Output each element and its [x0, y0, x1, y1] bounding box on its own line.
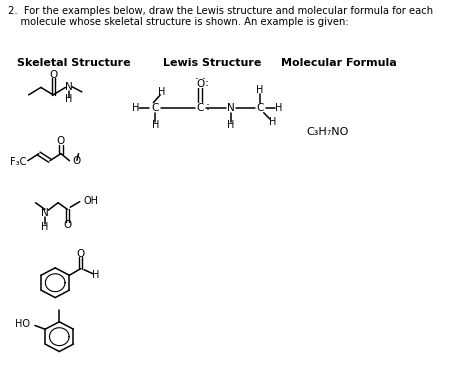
Text: O: O: [196, 79, 204, 89]
Text: O: O: [77, 249, 85, 259]
Text: O: O: [73, 156, 81, 166]
Text: Skeletal Structure: Skeletal Structure: [17, 58, 130, 68]
Text: molecule whose skeletal structure is shown. An example is given:: molecule whose skeletal structure is sho…: [8, 17, 349, 27]
Text: N: N: [65, 83, 73, 92]
Text: F₃C: F₃C: [10, 157, 27, 167]
Text: H: H: [41, 222, 49, 231]
Text: H: H: [92, 270, 100, 280]
Text: ·: ·: [205, 77, 209, 89]
Text: ·: ·: [206, 99, 210, 112]
Text: O: O: [49, 70, 57, 80]
Text: O: O: [64, 220, 72, 230]
Text: H: H: [158, 87, 165, 97]
Text: ·: ·: [195, 73, 199, 86]
Text: ·: ·: [206, 104, 210, 116]
Text: C: C: [152, 103, 159, 113]
Text: H: H: [269, 117, 276, 126]
Text: H: H: [275, 103, 282, 113]
Text: ·: ·: [205, 80, 209, 93]
Text: Lewis Structure: Lewis Structure: [164, 58, 262, 68]
Text: ·: ·: [201, 73, 206, 86]
Text: Molecular Formula: Molecular Formula: [282, 58, 397, 68]
Text: H: H: [65, 94, 73, 104]
Text: O: O: [57, 136, 65, 146]
Text: C₃H₇NO: C₃H₇NO: [306, 127, 348, 137]
Text: H: H: [152, 121, 159, 130]
Text: C: C: [197, 103, 204, 113]
Text: HO: HO: [15, 320, 29, 329]
Text: N: N: [41, 208, 49, 218]
Text: C: C: [256, 103, 264, 113]
Text: OH: OH: [83, 196, 99, 205]
Text: N: N: [227, 103, 235, 113]
Text: H: H: [228, 121, 235, 130]
Text: H: H: [132, 103, 139, 113]
Text: 2.  For the examples below, draw the Lewis structure and molecular formula for e: 2. For the examples below, draw the Lewi…: [8, 6, 433, 16]
Text: H: H: [256, 86, 264, 95]
